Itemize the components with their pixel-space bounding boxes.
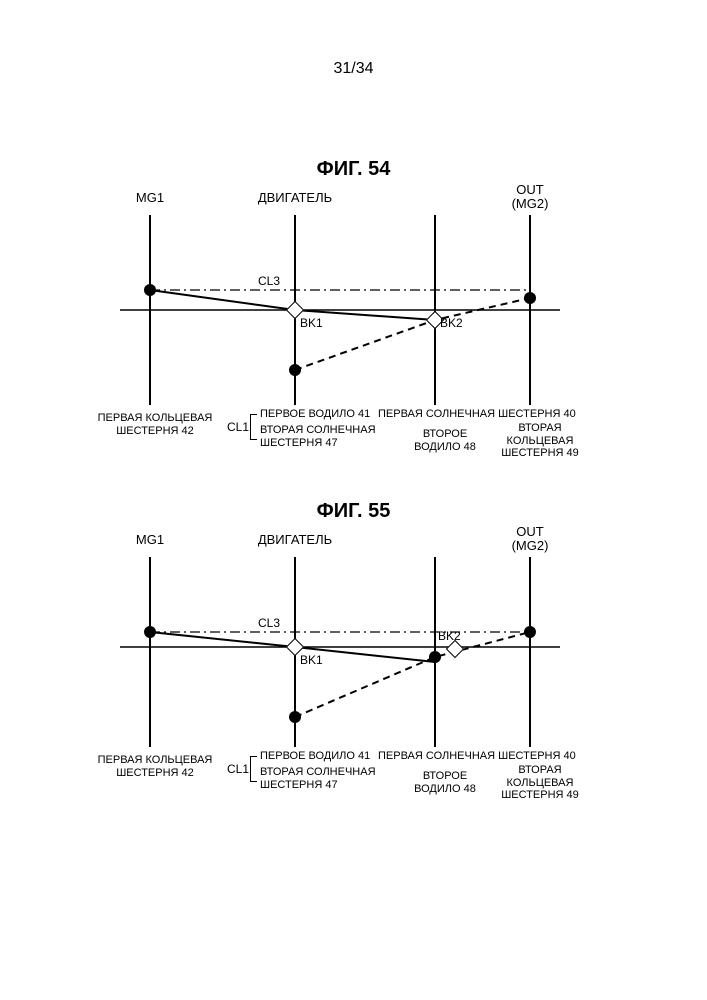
- fig54-bk1: BK1: [300, 316, 323, 330]
- fig54-diagram: MG1 ДВИГАТЕЛЬ OUT (MG2) CL3 BK1 BK2 ПЕРВ…: [100, 190, 600, 510]
- page-number: 31/34: [0, 60, 707, 78]
- node-out-2: [524, 626, 536, 638]
- fig54-sun1: ПЕРВАЯ СОЛНЕЧНАЯ ШЕСТЕРНЯ 40: [378, 408, 598, 421]
- fig55-carrier2: ВТОРОЕВОДИЛО 48: [400, 770, 490, 795]
- fig55-lines: [100, 532, 600, 762]
- fig55-title: ФИГ. 55: [0, 500, 707, 523]
- fig55-sun1: ПЕРВАЯ СОЛНЕЧНАЯ ШЕСТЕРНЯ 40: [378, 750, 598, 763]
- node-out: [524, 292, 536, 304]
- fig54-carrier2: ВТОРОЕВОДИЛО 48: [400, 428, 490, 453]
- fig55-sun2: ВТОРАЯ СОЛНЕЧНАЯШЕСТЕРНЯ 47: [260, 766, 400, 791]
- fig54-ring1: ПЕРВАЯ КОЛЬЦЕВАЯШЕСТЕРНЯ 42: [90, 412, 220, 437]
- fig54-ring2: ВТОРАЯКОЛЬЦЕВАЯШЕСТЕРНЯ 49: [495, 422, 585, 460]
- fig54-lines: [100, 190, 600, 420]
- cl1-bracket-icon-2: [250, 756, 257, 782]
- fig55-ring1: ПЕРВАЯ КОЛЬЦЕВАЯШЕСТЕРНЯ 42: [90, 754, 220, 779]
- fig55-cl3: CL3: [258, 616, 280, 630]
- node-sun1-2: [429, 651, 441, 663]
- node-mg1: [144, 284, 156, 296]
- fig55-diagram: MG1 ДВИГАТЕЛЬ OUT (MG2) CL3 BK1 BK2 ПЕРВ…: [100, 532, 600, 852]
- fig54-cl1: CL1: [227, 420, 249, 434]
- fig54-bk2: BK2: [440, 316, 463, 330]
- fig55-bk2: BK2: [438, 629, 461, 643]
- node-engine-low: [289, 364, 301, 376]
- fig55-ring2: ВТОРАЯКОЛЬЦЕВАЯШЕСТЕРНЯ 49: [495, 764, 585, 802]
- fig54-sun2: ВТОРАЯ СОЛНЕЧНАЯШЕСТЕРНЯ 47: [260, 424, 400, 449]
- cl1-bracket-icon: [250, 414, 257, 440]
- fig55-bk1: BK1: [300, 653, 323, 667]
- fig54-cl3: CL3: [258, 274, 280, 288]
- node-engine-low-2: [289, 711, 301, 723]
- node-mg1-2: [144, 626, 156, 638]
- fig54-title: ФИГ. 54: [0, 158, 707, 181]
- fig55-cl1: CL1: [227, 762, 249, 776]
